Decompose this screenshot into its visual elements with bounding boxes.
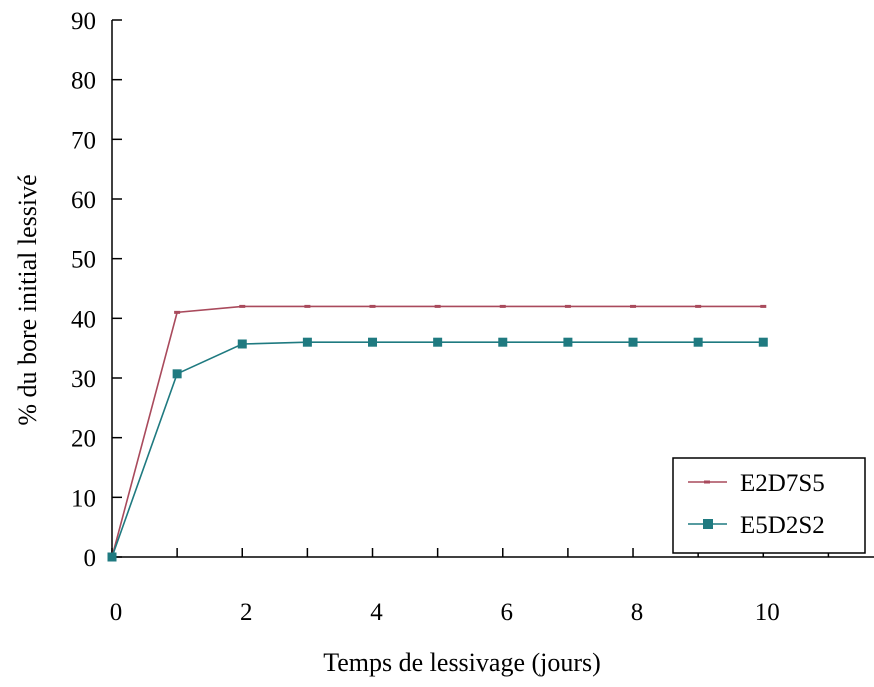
y-tick-label: 40 <box>71 306 96 333</box>
data-point <box>628 337 638 347</box>
legend: E2D7S5 E5D2S2 <box>672 457 866 554</box>
legend-label: E2D7S5 <box>740 470 825 497</box>
x-tick-label: 6 <box>501 599 514 626</box>
y-axis-title: % du bore initial lessivé <box>13 174 42 425</box>
data-point <box>564 304 571 308</box>
data-point <box>304 304 311 308</box>
y-tick-label: 80 <box>71 68 96 95</box>
y-tick-label: 20 <box>71 426 96 453</box>
y-tick-label: 0 <box>84 545 97 572</box>
legend-box <box>672 457 866 554</box>
series-e5d2s2 <box>107 337 768 562</box>
y-tick-label: 50 <box>71 247 96 274</box>
data-point <box>563 337 573 347</box>
legend-marker <box>703 519 713 529</box>
data-point <box>172 369 182 379</box>
y-tick-label: 90 <box>71 8 96 35</box>
legend-label: E5D2S2 <box>740 512 825 539</box>
data-point <box>368 337 378 347</box>
legend-marker <box>704 480 710 484</box>
data-point <box>434 304 441 308</box>
data-point <box>369 304 376 308</box>
data-point <box>174 310 181 314</box>
data-point <box>107 552 117 562</box>
data-point <box>499 304 506 308</box>
data-point <box>237 339 247 349</box>
x-tick-label: 4 <box>370 599 383 626</box>
data-point <box>302 337 312 347</box>
y-tick-label: 60 <box>71 187 96 214</box>
y-tick-label: 70 <box>71 127 96 154</box>
tick-labels: 0 10 20 30 40 50 60 70 80 90 0 2 4 6 8 10 <box>71 8 780 626</box>
data-point <box>630 304 637 308</box>
y-tick-label: 30 <box>71 366 96 393</box>
data-point <box>239 304 246 308</box>
data-point <box>498 337 508 347</box>
x-tick-label: 8 <box>631 599 644 626</box>
data-point <box>758 337 768 347</box>
x-axis-title: Temps de lessivage (jours) <box>323 648 601 677</box>
x-tick-label: 10 <box>755 599 780 626</box>
data-point <box>695 304 702 308</box>
series-group <box>107 304 768 562</box>
data-point <box>693 337 703 347</box>
x-tick-label: 0 <box>110 599 123 626</box>
y-tick-label: 10 <box>71 485 96 512</box>
data-point <box>760 304 767 308</box>
series-line <box>111 341 764 558</box>
x-tick-label: 2 <box>240 599 253 626</box>
data-point <box>433 337 443 347</box>
